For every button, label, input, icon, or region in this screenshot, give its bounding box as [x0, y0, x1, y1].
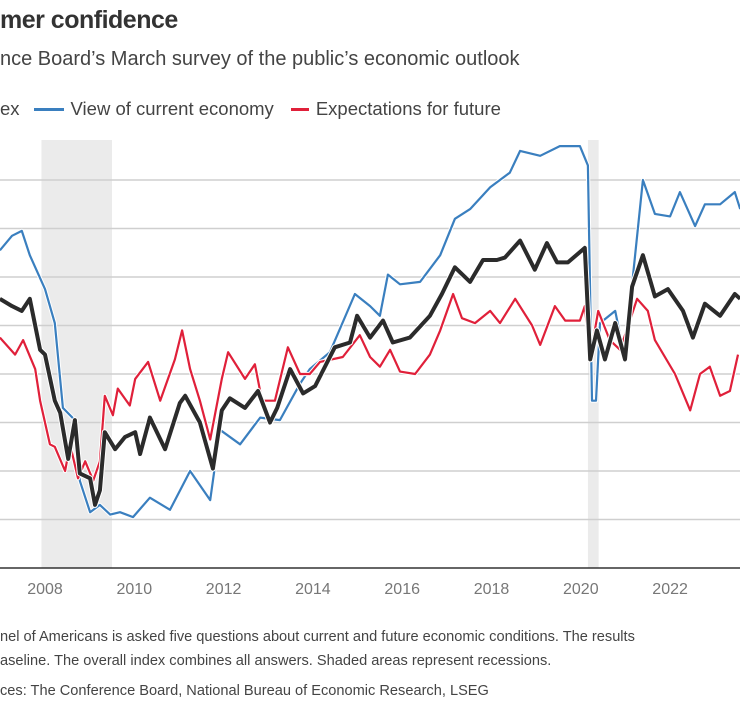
x-tick-label: 2018: [474, 581, 510, 598]
x-tick-label: 2016: [384, 581, 420, 598]
x-tick-label: 2022: [652, 581, 688, 598]
line-chart: 200820102012201420162018202020222024: [0, 140, 740, 598]
x-tick-label: 2014: [295, 581, 331, 598]
legend-label-current: View of current economy: [70, 98, 274, 119]
footnote-line-1: nel of Americans is asked five questions…: [0, 629, 635, 645]
legend-label-expectations: Expectations for future: [315, 98, 501, 119]
series-line-overall-index: [0, 238, 740, 507]
legend: ex View of current economy Expectations …: [0, 98, 501, 120]
footnote-line-2: aseline. The overall index combines all …: [0, 653, 552, 669]
x-tick-label: 2010: [117, 581, 153, 598]
legend-label-index: ex: [0, 98, 20, 119]
x-tick-label: 2020: [563, 581, 599, 598]
x-tick-label: 2008: [27, 581, 63, 598]
legend-swatch-expectations: [290, 107, 309, 111]
chart-title: mer confidence: [0, 6, 178, 34]
legend-swatch-current: [33, 107, 64, 111]
x-tick-label: 2012: [206, 581, 242, 598]
chart-subtitle: nce Board’s March survey of the public’s…: [0, 48, 520, 70]
source-note: ces: The Conference Board, National Bure…: [0, 683, 489, 699]
